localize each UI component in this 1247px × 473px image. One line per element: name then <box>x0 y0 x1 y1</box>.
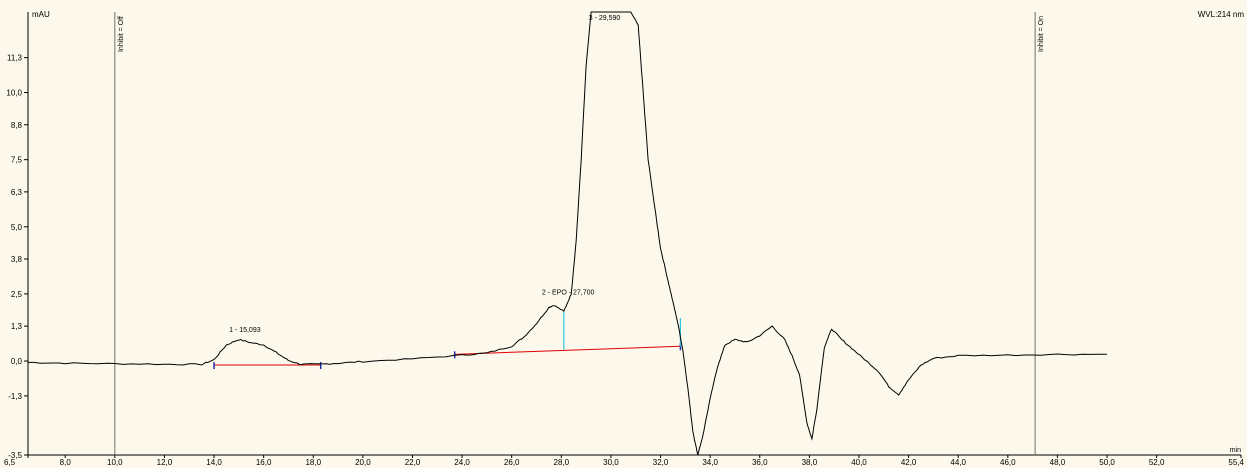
axes-group: -3,5 -1,3 0,0 1,3 2,5 3,8 5,0 6,3 7,5 8,8 10,0 11,3… <box>4 12 1245 467</box>
x-tick-label: 32,0 <box>653 458 669 467</box>
x-tick-label: 22,0 <box>405 458 421 467</box>
x-tick-label: 10,0 <box>107 458 123 467</box>
y-tick-label: 1,3 <box>11 322 23 331</box>
peak-label: 1 - 15,093 <box>229 327 261 334</box>
integration-baseline <box>454 345 681 355</box>
y-tick-label: 8,8 <box>11 121 23 130</box>
x-tick-label: 26,0 <box>504 458 520 467</box>
x-tick-label: 18,0 <box>305 458 321 467</box>
x-tick-label: 28,0 <box>554 458 570 467</box>
event-label: Inhibit = On <box>1038 16 1045 52</box>
x-tick-label: 16,0 <box>256 458 272 467</box>
x-tick-label: 36,0 <box>752 458 768 467</box>
x-tick-label: 30,0 <box>603 458 619 467</box>
peak-label: 3 - 29,590 <box>589 15 621 22</box>
y-tick-label: 7,5 <box>11 156 23 165</box>
x-tick-label: 14,0 <box>206 458 222 467</box>
y-tick-label: -3,5 <box>8 451 22 460</box>
baseline-group <box>213 311 682 370</box>
y-tick-label: 0,0 <box>11 357 23 366</box>
x-tick-label: 55,4 <box>1228 458 1244 467</box>
trace-group <box>28 11 1107 456</box>
x-tick-label: 42,0 <box>901 458 917 467</box>
x-tick-label: 46,0 <box>1000 458 1016 467</box>
y-tick-label: 3,8 <box>11 255 23 264</box>
x-tick-label: 34,0 <box>702 458 718 467</box>
x-tick-label: 6,5 <box>4 458 16 467</box>
x-tick-label: 8,0 <box>60 458 72 467</box>
y-tick-label: 11,3 <box>7 54 23 63</box>
x-axis-unit-label: min <box>1230 447 1241 454</box>
x-tick-label: 50,0 <box>1099 458 1115 467</box>
x-tick-label: 48,0 <box>1050 458 1066 467</box>
x-tick-label: 52,0 <box>1149 458 1165 467</box>
wavelength-label: WVL:214 nm <box>1198 10 1245 19</box>
y-tick-label: 10,0 <box>6 89 22 98</box>
x-tick-label: 40,0 <box>851 458 867 467</box>
event-markers: Inhibit = Off Inhibit = On <box>114 12 1045 455</box>
y-tick-label: 6,3 <box>11 188 23 197</box>
x-tick-label: 44,0 <box>950 458 966 467</box>
x-tick-label: 38,0 <box>802 458 818 467</box>
x-tick-label: 20,0 <box>355 458 371 467</box>
y-tick-label: 5,0 <box>11 223 23 232</box>
peak-labels: 1 - 15,093 2 - EPO - 27,700 3 - 29,590 <box>229 15 620 334</box>
peak-label: 2 - EPO - 27,700 <box>542 290 595 297</box>
y-tick-label: -1,3 <box>8 392 22 401</box>
x-tick-label: 12,0 <box>157 458 173 467</box>
x-tick-label: 24,0 <box>454 458 470 467</box>
y-axis-unit-label: mAU <box>32 10 50 19</box>
chromatogram-trace <box>28 11 1107 456</box>
y-tick-label: 2,5 <box>11 290 23 299</box>
event-label: Inhibit = Off <box>118 16 125 52</box>
